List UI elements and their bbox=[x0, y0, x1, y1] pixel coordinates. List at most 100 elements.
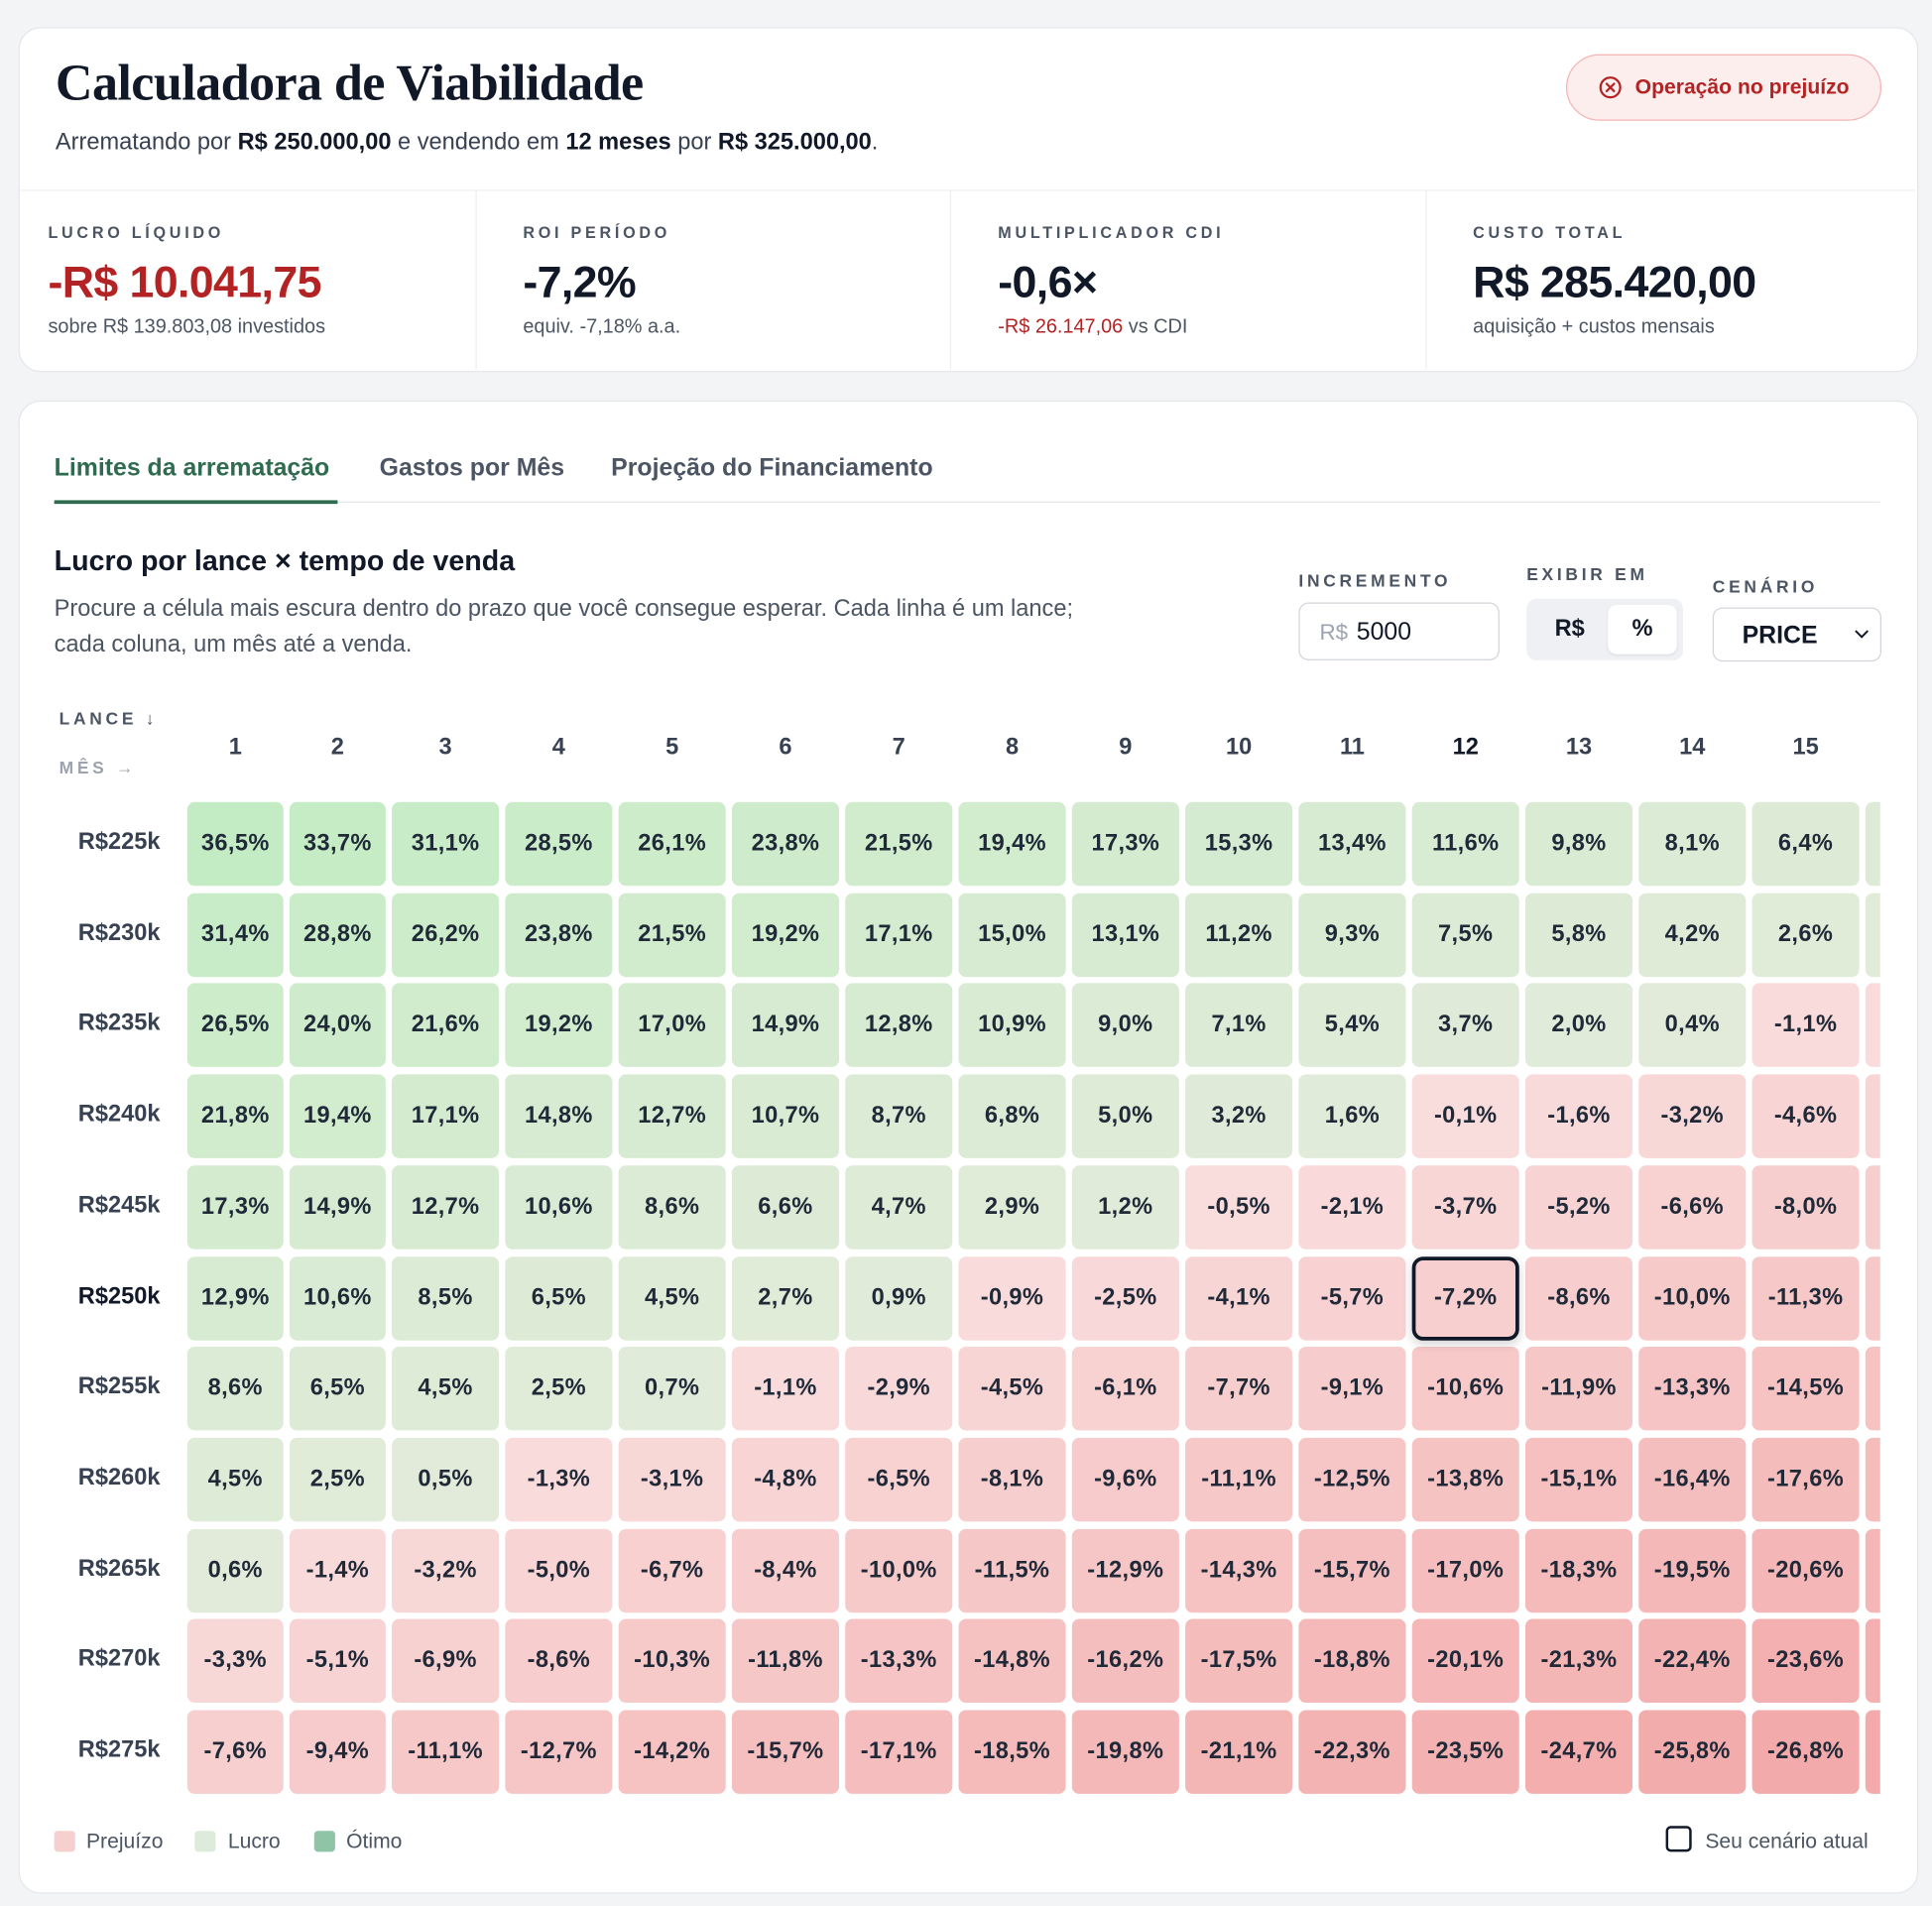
heatmap-cell[interactable]: -12,7% bbox=[505, 1710, 613, 1794]
heatmap-cell[interactable]: 11,2% bbox=[1185, 893, 1293, 977]
heatmap-cell[interactable]: 21,6% bbox=[392, 983, 500, 1068]
heatmap-cell[interactable]: -8,6% bbox=[505, 1618, 613, 1704]
heatmap-cell[interactable]: 10,7% bbox=[731, 1074, 840, 1158]
heatmap-cell[interactable]: -5,1% bbox=[289, 1618, 386, 1704]
display-option[interactable]: R$ bbox=[1554, 616, 1585, 643]
heatmap-cell[interactable]: 7,1% bbox=[1185, 983, 1293, 1068]
heatmap-cell[interactable]: -4,8% bbox=[731, 1437, 840, 1522]
heatmap-cell[interactable]: -0,5% bbox=[1185, 1165, 1293, 1250]
heatmap-cell[interactable]: -22,4% bbox=[1638, 1618, 1747, 1704]
scenario-select[interactable]: PRICE bbox=[1712, 607, 1881, 662]
heatmap-cell[interactable]: -19,8% bbox=[1071, 1710, 1179, 1794]
heatmap-cell[interactable]: 1,2% bbox=[1071, 1165, 1179, 1250]
heatmap-cell[interactable]: 3,7% bbox=[1411, 983, 1519, 1068]
heatmap-cell[interactable]: 24,0% bbox=[289, 983, 386, 1068]
heatmap-cell[interactable]: 21,5% bbox=[845, 801, 953, 887]
heatmap-cell[interactable]: 8,5% bbox=[392, 1255, 500, 1341]
heatmap-cell[interactable]: 17,3% bbox=[1071, 801, 1179, 887]
heatmap-cell[interactable]: 4,5% bbox=[392, 1347, 500, 1431]
heatmap-cell[interactable]: -13,8% bbox=[1411, 1437, 1519, 1522]
heatmap-cell[interactable]: 4,7% bbox=[845, 1165, 953, 1250]
heatmap-cell[interactable]: 28,5% bbox=[505, 801, 613, 887]
heatmap-cell[interactable]: -13,3% bbox=[1638, 1347, 1747, 1431]
heatmap-cell[interactable]: -16,2% bbox=[1071, 1618, 1179, 1704]
heatmap-cell[interactable]: -14,2% bbox=[618, 1710, 726, 1794]
heatmap-cell[interactable]: -8,4% bbox=[731, 1528, 840, 1612]
heatmap-cell[interactable]: 15,3% bbox=[1185, 801, 1293, 887]
heatmap-cell[interactable]: -9,1% bbox=[1298, 1347, 1406, 1431]
heatmap-cell[interactable]: 2,0% bbox=[1524, 983, 1633, 1068]
heatmap-cell[interactable]: -6,7% bbox=[618, 1528, 726, 1612]
heatmap-cell[interactable]: 14,9% bbox=[731, 983, 840, 1068]
heatmap-cell[interactable]: 12,9% bbox=[186, 1255, 284, 1341]
heatmap-cell[interactable]: 19,2% bbox=[731, 893, 840, 977]
heatmap-cell[interactable]: 9,3% bbox=[1298, 893, 1406, 977]
heatmap-cell[interactable]: 19,4% bbox=[958, 801, 1066, 887]
heatmap-cell[interactable]: 19,2% bbox=[505, 983, 613, 1068]
heatmap-cell[interactable]: 36,5% bbox=[186, 801, 284, 887]
heatmap-cell[interactable]: 6,5% bbox=[505, 1255, 613, 1341]
heatmap-cell[interactable]: 12,7% bbox=[618, 1074, 726, 1158]
heatmap-cell[interactable]: 17,1% bbox=[392, 1074, 500, 1158]
heatmap-cell[interactable]: -15,7% bbox=[731, 1710, 840, 1794]
heatmap-cell[interactable]: -14,5% bbox=[1751, 1347, 1860, 1431]
heatmap-cell[interactable]: -6,6% bbox=[1638, 1165, 1747, 1250]
heatmap-cell[interactable]: -0,9% bbox=[958, 1255, 1066, 1341]
heatmap-cell[interactable]: -18,5% bbox=[958, 1710, 1066, 1794]
heatmap-cell[interactable]: 31,4% bbox=[186, 893, 284, 977]
heatmap-cell[interactable]: -10,3% bbox=[618, 1618, 726, 1704]
heatmap-cell[interactable]: -3,1% bbox=[618, 1437, 726, 1522]
heatmap-cell[interactable]: -9,4% bbox=[289, 1710, 386, 1794]
heatmap-cell[interactable]: 0,7% bbox=[618, 1347, 726, 1431]
heatmap-cell[interactable]: 26,1% bbox=[618, 801, 726, 887]
heatmap-cell[interactable]: 17,3% bbox=[186, 1165, 284, 1250]
heatmap-cell[interactable]: -23,6% bbox=[1751, 1618, 1860, 1704]
heatmap-cell[interactable]: -3,7% bbox=[1411, 1165, 1519, 1250]
heatmap-cell[interactable]: 6,5% bbox=[289, 1347, 386, 1431]
heatmap-cell[interactable]: 6,4% bbox=[1751, 801, 1860, 887]
heatmap-cell[interactable]: -3,2% bbox=[392, 1528, 500, 1612]
heatmap-cell[interactable]: 8,6% bbox=[186, 1347, 284, 1431]
heatmap-cell[interactable]: -10,0% bbox=[1638, 1255, 1747, 1341]
heatmap-cell[interactable]: 23,8% bbox=[505, 893, 613, 977]
display-option[interactable]: % bbox=[1608, 605, 1677, 655]
heatmap-cell[interactable]: 13,1% bbox=[1071, 893, 1179, 977]
heatmap-cell[interactable]: 4,5% bbox=[618, 1255, 726, 1341]
heatmap-cell[interactable]: 6,8% bbox=[958, 1074, 1066, 1158]
heatmap-cell[interactable]: -11,1% bbox=[392, 1710, 500, 1794]
heatmap-cell[interactable]: -18,8% bbox=[1298, 1618, 1406, 1704]
heatmap-cell[interactable]: 0,6% bbox=[186, 1528, 284, 1612]
heatmap-cell[interactable]: -11,8% bbox=[731, 1618, 840, 1704]
heatmap-cell[interactable]: 26,5% bbox=[186, 983, 284, 1068]
heatmap-cell[interactable]: 9,0% bbox=[1071, 983, 1179, 1068]
heatmap-cell[interactable]: 0,9% bbox=[845, 1255, 953, 1341]
heatmap-cell[interactable]: -4,5% bbox=[958, 1347, 1066, 1431]
heatmap-cell[interactable]: 14,8% bbox=[505, 1074, 613, 1158]
heatmap-cell[interactable]: 33,7% bbox=[289, 801, 386, 887]
heatmap-cell[interactable]: 11,6% bbox=[1411, 801, 1519, 887]
heatmap-cell[interactable]: 17,1% bbox=[845, 893, 953, 977]
heatmap-cell[interactable]: 5,0% bbox=[1071, 1074, 1179, 1158]
heatmap-cell[interactable]: 10,9% bbox=[958, 983, 1066, 1068]
heatmap-cell[interactable]: -15,7% bbox=[1298, 1528, 1406, 1612]
heatmap-cell[interactable]: -8,0% bbox=[1751, 1165, 1860, 1250]
heatmap-cell[interactable]: -5,0% bbox=[505, 1528, 613, 1612]
heatmap-cell[interactable]: 5,4% bbox=[1298, 983, 1406, 1068]
heatmap-cell[interactable]: -17,0% bbox=[1411, 1528, 1519, 1612]
heatmap-cell[interactable]: 10,6% bbox=[289, 1255, 386, 1341]
heatmap-cell[interactable]: -8,1% bbox=[958, 1437, 1066, 1522]
heatmap-cell[interactable]: 13,4% bbox=[1298, 801, 1406, 887]
heatmap-cell[interactable]: -15,1% bbox=[1524, 1437, 1633, 1522]
heatmap-cell[interactable]: -17,5% bbox=[1185, 1618, 1293, 1704]
heatmap-cell[interactable]: -1,3% bbox=[505, 1437, 613, 1522]
heatmap-cell[interactable]: 2,6% bbox=[1751, 893, 1860, 977]
heatmap-cell[interactable]: -19,5% bbox=[1638, 1528, 1747, 1612]
heatmap-cell[interactable]: 3,2% bbox=[1185, 1074, 1293, 1158]
heatmap-cell[interactable]: 15,0% bbox=[958, 893, 1066, 977]
heatmap-cell[interactable]: -20,6% bbox=[1751, 1528, 1860, 1612]
heatmap-cell[interactable]: -0,1% bbox=[1411, 1074, 1519, 1158]
heatmap-cell[interactable]: 31,1% bbox=[392, 801, 500, 887]
heatmap-cell[interactable]: -17,1% bbox=[845, 1710, 953, 1794]
heatmap-cell[interactable]: 8,6% bbox=[618, 1165, 726, 1250]
heatmap-cell[interactable]: 14,9% bbox=[289, 1165, 386, 1250]
